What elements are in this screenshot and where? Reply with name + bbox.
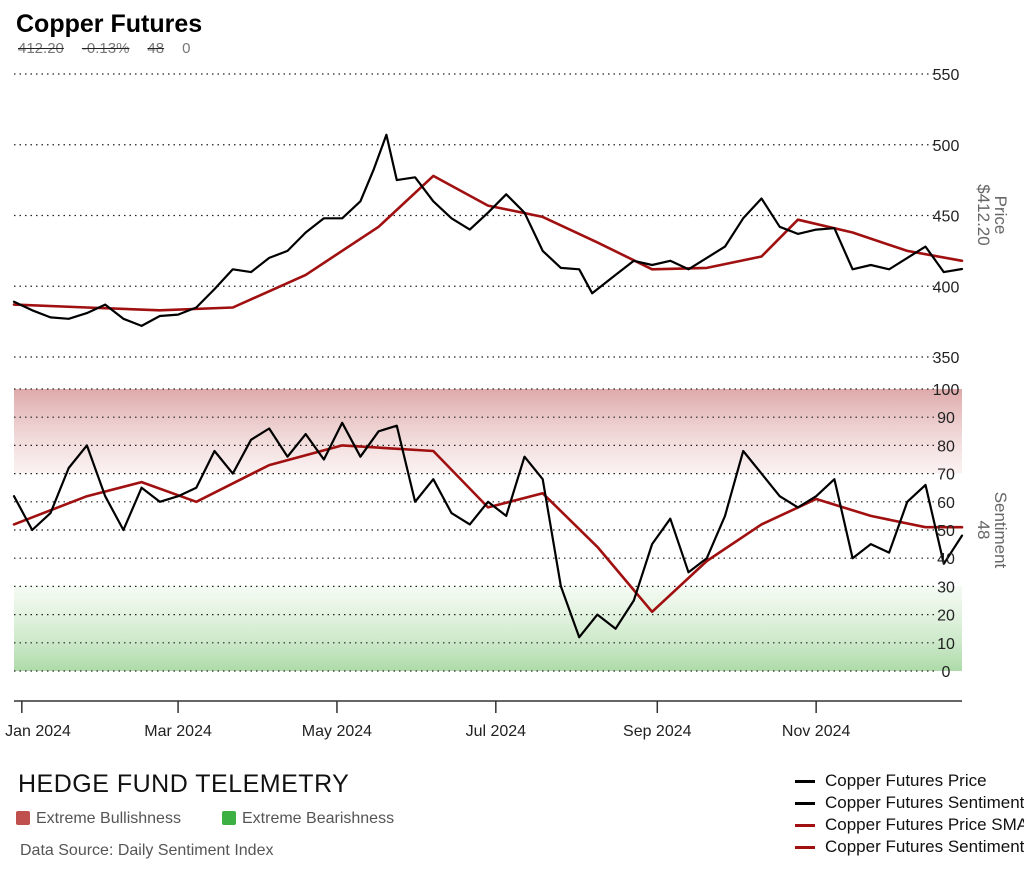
x-tick-label: May 2024	[302, 723, 372, 740]
legend-line-swatch	[795, 801, 815, 805]
price-axis-value: $412.20	[974, 184, 993, 245]
x-tick-label: Jul 2024	[466, 723, 527, 740]
legend-line-swatch	[795, 823, 815, 827]
chart-canvas: 350 400 450 500 550 0 10 20 30 40 50 60 70 80 90 100 Pri…	[5, 67, 1010, 740]
brand-label: HEDGE FUND TELEMETRY	[18, 770, 350, 798]
sentiment-tick-label: 0	[942, 664, 951, 681]
legend-line-swatch	[795, 779, 815, 783]
x-tick-label: Sep 2024	[623, 723, 692, 740]
sentiment-axis-title: Sentiment	[991, 492, 1010, 569]
bull-zone-band	[14, 389, 962, 474]
sentiment-line	[12, 421, 964, 639]
price-value: 412.20	[18, 40, 64, 57]
legend-label: Copper Futures Sentiment SMA	[825, 837, 1024, 856]
x-tick-label: Nov 2024	[782, 723, 851, 740]
price-tick-label: 450	[933, 209, 960, 226]
price-axis-title: Price	[991, 196, 1010, 235]
price-tick-label: 500	[933, 138, 960, 155]
price-tick-label: 400	[933, 279, 960, 296]
legend-label: Copper Futures Price SMA	[825, 815, 1024, 834]
price-tick-label: 350	[933, 350, 960, 367]
x-tick-label: Mar 2024	[144, 723, 212, 740]
price-sma-line	[12, 174, 964, 312]
legend-item[interactable]: Copper Futures Sentiment SMA	[795, 836, 1024, 858]
sentiment-change: 0	[182, 40, 191, 57]
bear-swatch	[222, 811, 236, 825]
price-tick-label: 550	[933, 67, 960, 84]
zone-legend-bear: Extreme Bearishness	[222, 810, 394, 828]
sentiment-tick-label: 40	[937, 551, 955, 568]
sentiment-axis-value: 48	[974, 521, 993, 540]
sentiment-tick-label: 90	[937, 410, 955, 427]
change-percent: -0.13%	[81, 40, 130, 57]
data-source: Data Source: Daily Sentiment Index	[20, 842, 274, 859]
legend-label: Copper Futures Price	[825, 771, 987, 790]
sentiment-tick-label: 30	[937, 579, 955, 596]
bear-zone-band	[14, 586, 962, 671]
chart-title: Copper Futures	[16, 10, 203, 38]
price-line	[12, 133, 964, 327]
header-stats: 412.20 -0.13% 48 0	[18, 40, 208, 57]
sentiment-tick-label: 80	[937, 438, 955, 455]
legend-item[interactable]: Copper Futures Sentiment	[795, 792, 1024, 814]
sentiment-tick-label: 100	[933, 382, 960, 399]
sentiment-tick-label: 60	[937, 495, 955, 512]
sentiment-tick-label: 10	[937, 636, 955, 653]
x-tick-label: Jan 2024	[5, 723, 71, 740]
bull-swatch	[16, 811, 30, 825]
sentiment-tick-label: 50	[937, 523, 955, 540]
sentiment-tick-label: 70	[937, 467, 955, 484]
series-legend: Copper Futures Price Copper Futures Sent…	[795, 770, 1024, 858]
sentiment-value: 48	[147, 40, 165, 57]
zone-bull-label: Extreme Bullishness	[36, 810, 181, 827]
zone-bear-label: Extreme Bearishness	[242, 810, 395, 827]
legend-label: Copper Futures Sentiment	[825, 793, 1024, 812]
legend-line-swatch	[795, 845, 815, 849]
sentiment-tick-label: 20	[937, 608, 955, 625]
zone-legend-bull: Extreme Bullishness	[16, 810, 181, 828]
legend-item[interactable]: Copper Futures Price SMA	[795, 814, 1024, 836]
legend-item[interactable]: Copper Futures Price	[795, 770, 1024, 792]
